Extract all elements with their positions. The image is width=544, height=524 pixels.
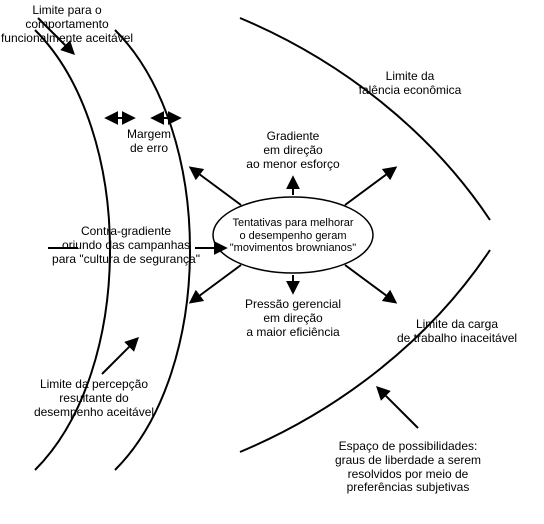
arrow-out-nw <box>191 168 241 205</box>
arrow-out-sw <box>191 265 241 302</box>
label-gradient: Gradiente em direção ao menor esforço <box>238 130 348 171</box>
arrow-out-ne <box>345 168 395 205</box>
label-top-right: Limite da falência econômica <box>330 70 490 98</box>
label-margin: Margem de erro <box>114 128 184 156</box>
label-perception: Limite da percepção resultante do desemp… <box>14 378 174 419</box>
arrow-space <box>378 388 418 428</box>
label-center: Tentativas para melhorar o desempenho ge… <box>221 217 365 255</box>
label-contra: Contra-gradiente oriundo das campanhas p… <box>46 225 206 266</box>
arrow-perception <box>102 339 137 374</box>
label-workload: Limite da carga de trabalho inaceitável <box>382 318 532 346</box>
label-space: Espaço de possibilidades: graus de liber… <box>298 440 518 495</box>
arrow-out-se <box>345 265 395 302</box>
label-pressure: Pressão gerencial em direção a maior efi… <box>234 298 352 339</box>
label-top-left: Limite para o comportamento funcionalmen… <box>0 4 142 45</box>
